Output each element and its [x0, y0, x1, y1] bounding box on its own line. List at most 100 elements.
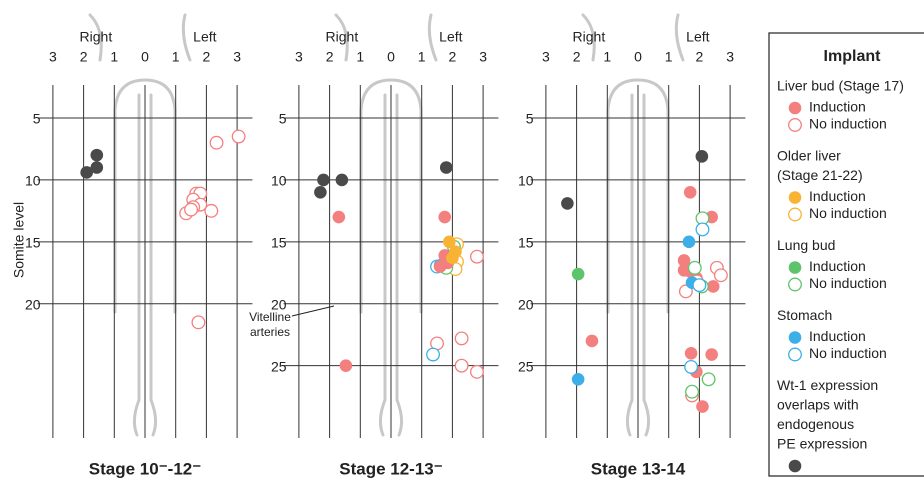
legend-marker — [789, 191, 802, 204]
y-tick-label: 20 — [518, 296, 534, 312]
data-point — [696, 400, 709, 413]
data-point — [702, 373, 715, 386]
data-point — [572, 268, 585, 281]
legend-marker — [789, 119, 802, 132]
legend-item: No induction — [809, 275, 887, 291]
data-point — [80, 166, 93, 179]
data-point — [440, 161, 453, 174]
side-label: Right — [573, 29, 606, 45]
legend-group-label: Older liver — [777, 148, 841, 164]
legend-title: Implant — [824, 48, 882, 65]
legend-item: Induction — [809, 328, 866, 344]
x-tick-label: 3 — [542, 49, 550, 65]
side-label: Right — [80, 29, 113, 45]
x-tick-label: 2 — [203, 49, 211, 65]
data-point — [455, 359, 468, 372]
legend-item: No induction — [809, 116, 887, 132]
data-point — [685, 347, 698, 360]
legend-marker — [789, 102, 802, 115]
x-tick-label: 2 — [80, 49, 88, 65]
x-tick-label: 3 — [295, 49, 303, 65]
x-tick-label: 1 — [603, 49, 611, 65]
annotation-leader — [292, 306, 334, 316]
data-point — [696, 223, 709, 236]
data-point — [685, 361, 698, 374]
legend-marker — [789, 208, 802, 221]
x-tick-label: 2 — [326, 49, 334, 65]
x-tick-label: 2 — [573, 49, 581, 65]
x-tick-label: 0 — [634, 49, 642, 65]
data-point — [683, 236, 696, 249]
legend-item: Induction — [809, 258, 866, 274]
data-point — [686, 385, 699, 398]
legend-item: No induction — [809, 205, 887, 221]
x-tick-label: 2 — [449, 49, 457, 65]
data-point — [586, 335, 599, 348]
data-point — [693, 279, 706, 292]
data-point — [185, 203, 198, 216]
data-point — [572, 373, 585, 386]
y-tick-label: 15 — [25, 235, 41, 251]
side-label: Left — [193, 29, 216, 45]
legend-marker — [789, 261, 802, 274]
data-point — [205, 205, 218, 218]
data-point — [434, 260, 447, 273]
y-tick-label: 5 — [279, 111, 287, 127]
legend-group-label: Liver bud (Stage 17) — [777, 78, 904, 94]
data-point — [340, 359, 353, 372]
legend-group-label: Stomach — [777, 307, 832, 323]
data-point — [438, 211, 451, 224]
y-tick-label: 15 — [271, 235, 287, 251]
x-tick-label: 2 — [696, 49, 704, 65]
legend-item: No induction — [809, 345, 887, 361]
data-point — [715, 269, 728, 282]
x-tick-label: 3 — [479, 49, 487, 65]
x-tick-label: 1 — [418, 49, 426, 65]
y-tick-label: 5 — [526, 111, 534, 127]
y-tick-label: 10 — [271, 173, 287, 189]
legend-item: Induction — [809, 99, 866, 115]
legend-group-label: (Stage 21-22) — [777, 167, 863, 183]
legend-group-label: endogenous — [777, 416, 854, 432]
x-tick-label: 1 — [665, 49, 673, 65]
x-tick-label: 3 — [233, 49, 241, 65]
legend-marker — [789, 348, 802, 361]
x-tick-label: 3 — [726, 49, 734, 65]
legend-group-label: PE expression — [777, 436, 867, 452]
legend-marker — [789, 331, 802, 344]
x-tick-label: 0 — [387, 49, 395, 65]
legend-group-label: overlaps with — [777, 397, 859, 413]
x-tick-label: 1 — [110, 49, 118, 65]
data-point — [455, 332, 468, 345]
legend-marker — [789, 278, 802, 291]
legend-item: Induction — [809, 188, 866, 204]
data-point — [210, 136, 223, 149]
panel-title: Stage 13-14 — [591, 459, 686, 478]
data-point — [688, 262, 701, 275]
data-point — [232, 130, 245, 143]
data-point — [336, 174, 349, 187]
side-label: Left — [686, 29, 709, 45]
x-tick-label: 3 — [49, 49, 57, 65]
y-tick-label: 25 — [271, 358, 287, 374]
x-tick-label: 0 — [141, 49, 149, 65]
data-point — [561, 197, 574, 210]
data-point — [696, 150, 709, 163]
y-tick-label: 10 — [518, 173, 534, 189]
panel-title: Stage 12-13⁻ — [339, 459, 442, 478]
y-tick-label: 10 — [25, 173, 41, 189]
annotation: arteries — [250, 325, 290, 339]
y-tick-label: 20 — [25, 296, 41, 312]
data-point — [192, 316, 205, 329]
data-point — [471, 366, 484, 379]
data-point — [705, 348, 718, 361]
x-tick-label: 1 — [172, 49, 180, 65]
y-tick-label: 5 — [33, 111, 41, 127]
panel-title: Stage 10⁻-12⁻ — [89, 459, 201, 478]
data-point — [317, 174, 330, 187]
legend-group-label: Wt-1 expression — [777, 377, 878, 393]
data-point — [427, 348, 440, 361]
side-label: Right — [326, 29, 359, 45]
data-point — [471, 250, 484, 263]
data-point — [91, 149, 104, 162]
